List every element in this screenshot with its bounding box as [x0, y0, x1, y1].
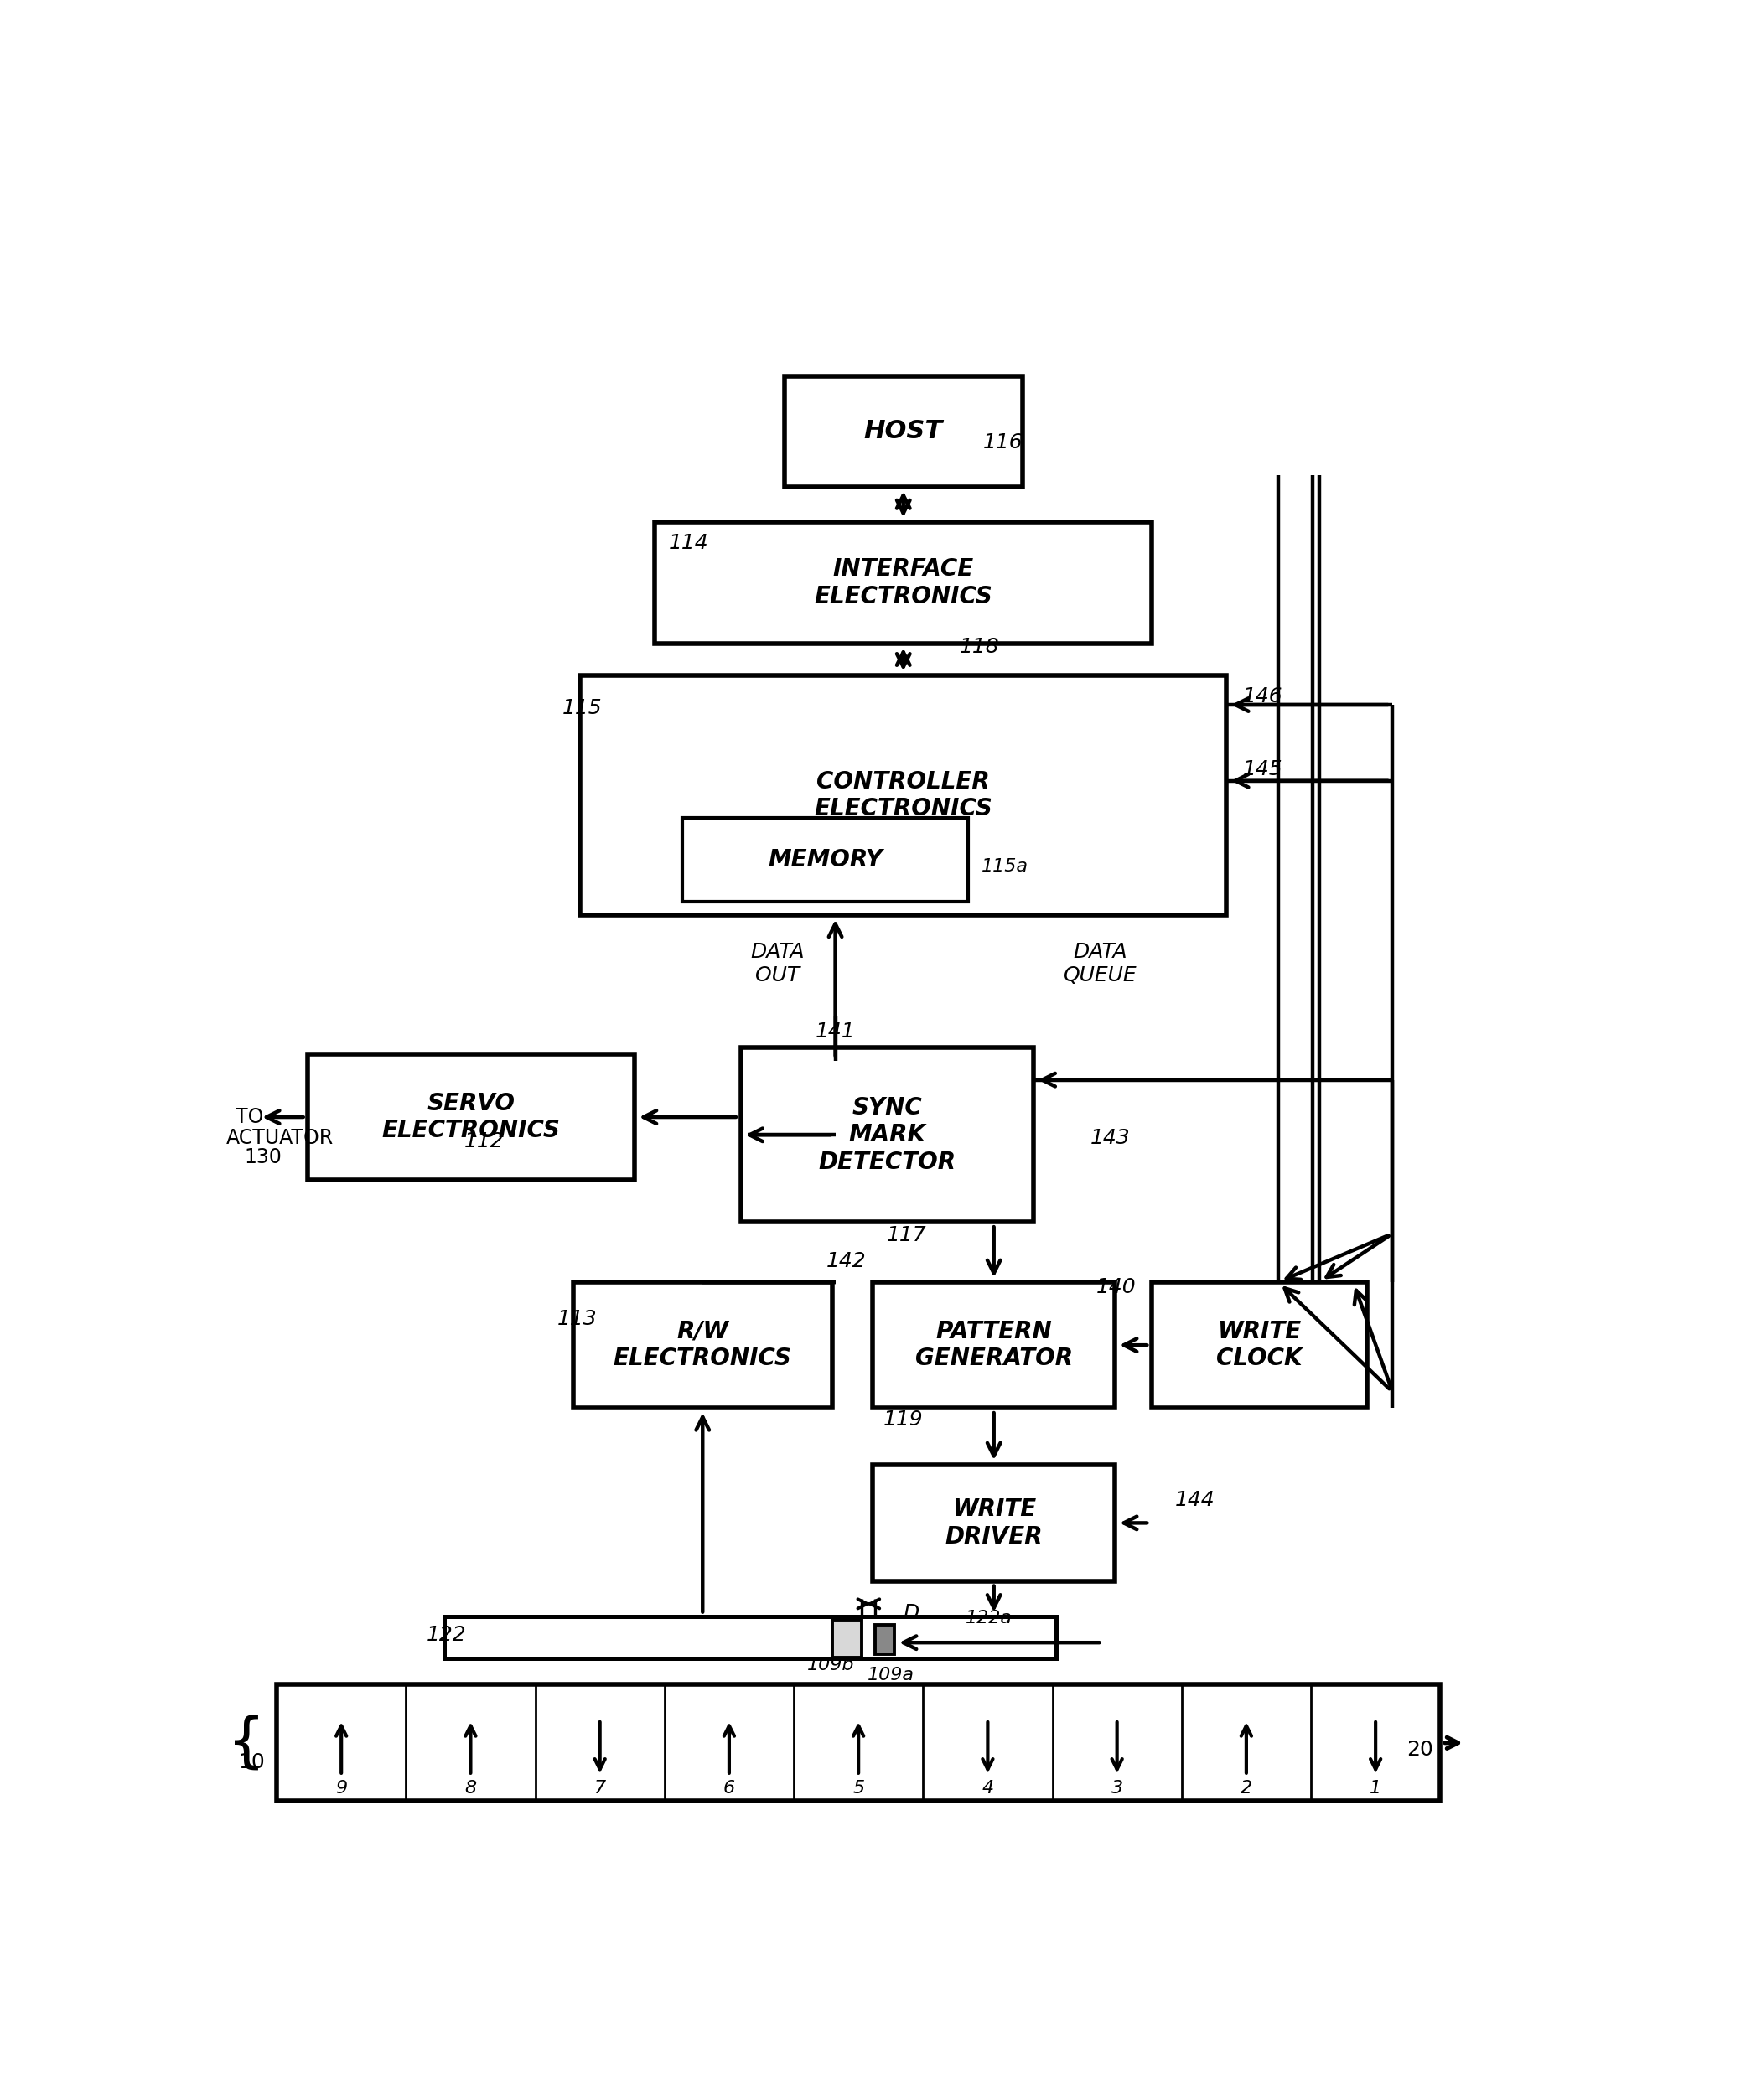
Text: {: { [227, 1714, 265, 1772]
Bar [1152, 1281, 1366, 1409]
Text: 109b: 109b [808, 1657, 855, 1674]
Text: 9: 9 [335, 1781, 348, 1798]
Text: 2: 2 [1240, 1781, 1252, 1798]
Text: D: D [903, 1604, 918, 1623]
Text: 8: 8 [465, 1781, 476, 1798]
Bar [579, 676, 1226, 916]
Text: 116: 116 [983, 433, 1024, 454]
Bar [873, 1466, 1115, 1581]
Bar [307, 1054, 634, 1180]
Text: 112: 112 [464, 1132, 504, 1151]
Text: 114: 114 [669, 533, 708, 552]
Bar [444, 1617, 1057, 1659]
Bar [681, 817, 968, 903]
Text: DATA
QUEUE: DATA QUEUE [1064, 941, 1136, 985]
Text: 5: 5 [852, 1781, 864, 1798]
Text: HOST: HOST [864, 420, 943, 443]
Text: 4: 4 [982, 1781, 994, 1798]
Text: 122: 122 [427, 1625, 467, 1644]
Text: 117: 117 [887, 1224, 925, 1245]
Text: 109a: 109a [867, 1667, 915, 1684]
Text: R/W
ELECTRONICS: R/W ELECTRONICS [613, 1319, 792, 1371]
Text: 118: 118 [961, 636, 999, 657]
Text: ACTUATOR: ACTUATOR [227, 1128, 334, 1149]
Text: 113: 113 [557, 1308, 597, 1329]
Text: 145: 145 [1243, 760, 1284, 779]
Text: 141: 141 [815, 1021, 855, 1042]
Bar [873, 1281, 1115, 1409]
Text: 130: 130 [244, 1147, 281, 1168]
Text: DATA
OUT: DATA OUT [750, 941, 804, 985]
Bar [785, 376, 1022, 487]
Text: 122a: 122a [966, 1611, 1011, 1628]
Bar [277, 1684, 1440, 1802]
Text: TO: TO [235, 1107, 263, 1128]
Text: SYNC
MARK
DETECTOR: SYNC MARK DETECTOR [818, 1096, 955, 1174]
Text: 3: 3 [1112, 1781, 1122, 1798]
Text: 10: 10 [239, 1751, 265, 1772]
Bar [876, 1625, 894, 1655]
Text: INTERFACE
ELECTRONICS: INTERFACE ELECTRONICS [815, 556, 992, 609]
Text: 140: 140 [1096, 1277, 1136, 1298]
Text: 143: 143 [1090, 1128, 1131, 1149]
Text: SERVO
ELECTRONICS: SERVO ELECTRONICS [383, 1092, 560, 1142]
Text: WRITE
CLOCK: WRITE CLOCK [1217, 1319, 1303, 1371]
Text: 7: 7 [594, 1781, 606, 1798]
Bar [741, 1048, 1033, 1222]
Text: 119: 119 [883, 1409, 924, 1430]
Text: WRITE
DRIVER: WRITE DRIVER [945, 1497, 1043, 1548]
Bar [655, 523, 1152, 643]
Bar [832, 1619, 862, 1657]
Text: CONTROLLER
ELECTRONICS: CONTROLLER ELECTRONICS [815, 771, 992, 821]
Text: MEMORY: MEMORY [767, 848, 883, 872]
Text: 1: 1 [1370, 1781, 1382, 1798]
Text: 115: 115 [562, 697, 602, 718]
Text: PATTERN
GENERATOR: PATTERN GENERATOR [915, 1319, 1073, 1371]
Text: 115a: 115a [982, 859, 1029, 876]
Text: 6: 6 [723, 1781, 736, 1798]
Bar [572, 1281, 832, 1409]
Text: 146: 146 [1243, 687, 1284, 708]
Text: 144: 144 [1175, 1491, 1215, 1510]
Text: 142: 142 [827, 1252, 866, 1270]
Text: 20: 20 [1407, 1739, 1433, 1760]
